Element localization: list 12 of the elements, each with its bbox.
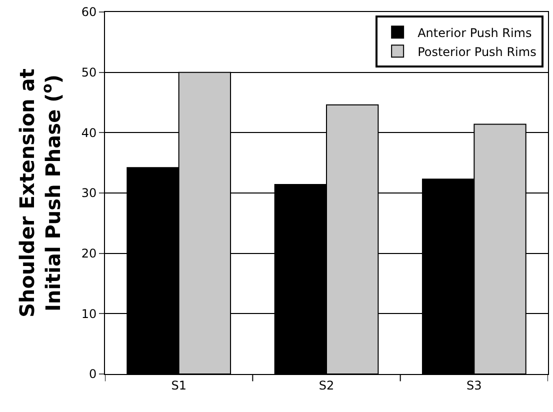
y-tick-label: 50 (81, 66, 97, 80)
legend-label: Posterior Push Rims (418, 44, 536, 59)
x-tick-label: S3 (466, 378, 482, 392)
y-tick-label: 10 (81, 306, 97, 321)
x-tick-label: S2 (318, 378, 334, 392)
y-tick-label: 0 (88, 367, 97, 382)
legend-label: Anterior Push Rims (418, 26, 532, 40)
y-tick-label: 20 (81, 246, 97, 261)
y-tick-label: 40 (81, 126, 97, 140)
x-tick-label: S1 (171, 378, 186, 392)
y-tick-label: 60 (81, 5, 97, 20)
y-tick-label: 30 (81, 186, 97, 200)
